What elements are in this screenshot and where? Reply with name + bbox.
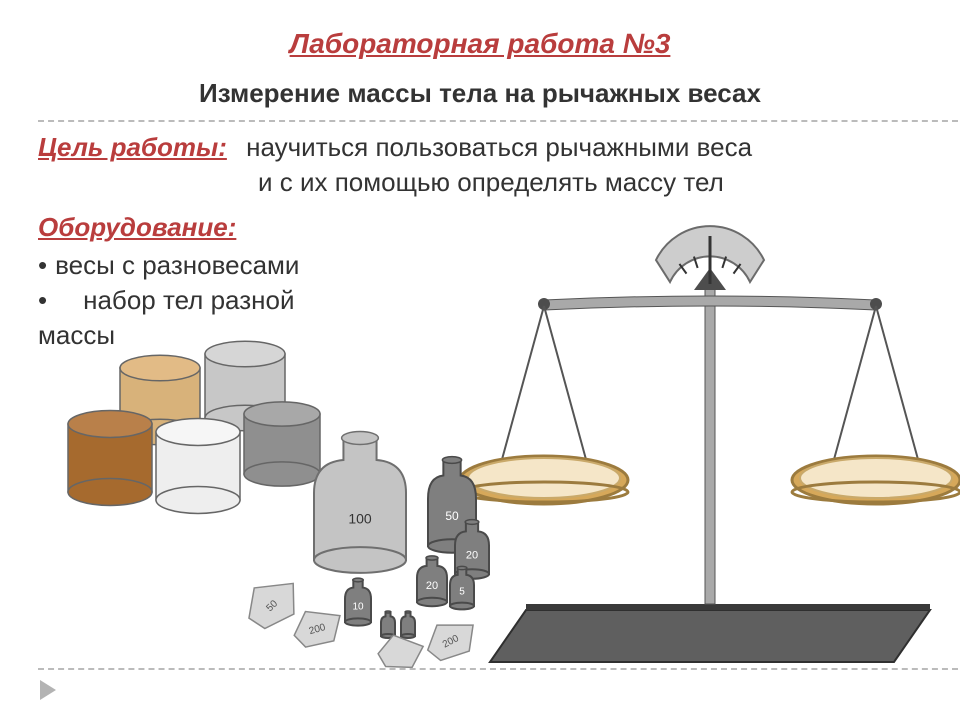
- svg-text:50: 50: [445, 509, 459, 523]
- equipment-list: •весы с разновесами •набор тел разной ма…: [38, 248, 299, 353]
- equipment-item-2-text: набор тел разной: [83, 285, 294, 315]
- goal-block: Цель работы: научиться пользоваться рыча…: [38, 132, 960, 198]
- equipment-label: Оборудование:: [38, 212, 236, 243]
- play-icon: [40, 680, 56, 700]
- equipment-item-2: •набор тел разной: [38, 283, 299, 318]
- svg-text:10: 10: [352, 601, 364, 612]
- divider-bottom: [38, 668, 958, 670]
- svg-text:100: 100: [348, 510, 372, 526]
- equipment-item-1-text: весы с разновесами: [55, 250, 299, 280]
- svg-text:20: 20: [466, 549, 478, 561]
- svg-text:200: 200: [308, 622, 327, 637]
- goal-text-2: и с их помощью определять массу тел: [258, 167, 960, 198]
- svg-text:5: 5: [459, 587, 465, 598]
- goal-text-1: научиться пользоваться рычажными веса: [246, 132, 752, 162]
- svg-text:200: 200: [441, 633, 461, 651]
- divider-top: [38, 120, 958, 122]
- lab-subtitle: Измерение массы тела на рычажных весах: [0, 78, 960, 109]
- lab-title: Лабораторная работа №3: [0, 28, 960, 60]
- equipment-tail-text: массы: [38, 320, 115, 350]
- svg-text:20: 20: [426, 580, 438, 592]
- goal-label: Цель работы:: [38, 132, 227, 162]
- svg-text:50: 50: [264, 598, 280, 614]
- equipment-item-1: •весы с разновесами: [38, 248, 299, 283]
- equipment-item-tail: массы: [38, 318, 299, 353]
